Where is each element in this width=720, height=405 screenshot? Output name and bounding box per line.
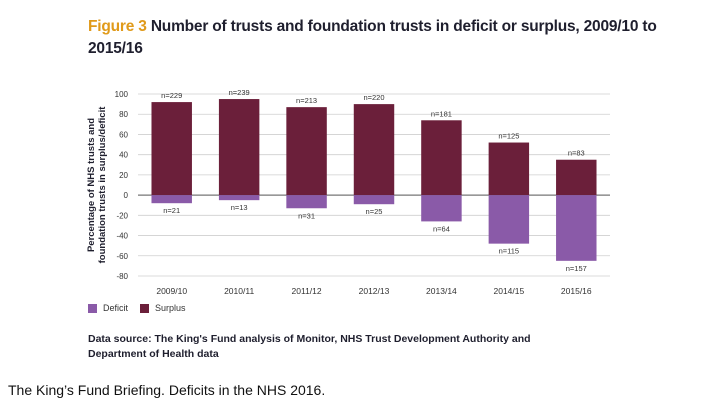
deficit-bar	[488, 195, 530, 244]
deficit-bar	[556, 195, 597, 261]
figure-title: Figure 3 Number of trusts and foundation…	[88, 16, 688, 60]
y-tick-label: 80	[119, 110, 128, 119]
y-axis-label: Percentage of NHS trusts andfoundation t…	[86, 106, 108, 264]
surplus-bar	[218, 99, 260, 196]
surplus-bar	[286, 107, 327, 196]
y-tick-label: 0	[124, 191, 129, 200]
surplus-count-label: n=220	[363, 93, 384, 102]
deficit-count-label: n=21	[163, 206, 180, 215]
y-tick-label: -40	[116, 232, 128, 241]
surplus-bar	[556, 159, 597, 196]
x-tick-label: 2015/16	[561, 286, 592, 296]
deficit-bar	[353, 195, 395, 205]
x-tick-label: 2010/11	[224, 286, 254, 296]
bar-chart: Percentage of NHS trusts andfoundation t…	[86, 88, 610, 296]
legend: Deficit Surplus	[88, 303, 198, 313]
figure-label: Figure 3	[88, 18, 147, 35]
surplus-bar	[151, 102, 192, 196]
deficit-bar	[218, 195, 260, 201]
x-tick-label: 2012/13	[359, 286, 390, 296]
surplus-bar	[421, 120, 462, 196]
y-tick-label: -20	[116, 211, 128, 220]
surplus-count-label: n=239	[229, 88, 250, 97]
figure-title-text: Number of trusts and foundation trusts i…	[88, 18, 657, 57]
surplus-count-label: n=125	[498, 132, 519, 141]
x-tick-label: 2009/10	[156, 286, 187, 296]
y-tick-label: 40	[119, 151, 128, 160]
x-tick-label: 2011/12	[292, 286, 322, 296]
y-tick-label: -80	[116, 272, 128, 281]
deficit-count-label: n=13	[231, 203, 248, 212]
deficit-bar	[151, 195, 192, 204]
y-tick-label: 60	[119, 130, 128, 139]
deficit-bar	[421, 195, 462, 222]
y-tick-label: 100	[115, 90, 129, 99]
deficit-count-label: n=64	[433, 224, 450, 233]
legend-label-deficit: Deficit	[103, 303, 129, 313]
deficit-count-label: n=31	[298, 211, 315, 220]
caption: The King’s Fund Briefing. Deficits in th…	[8, 382, 326, 398]
legend-swatch-deficit	[88, 303, 97, 313]
deficit-count-label: n=157	[566, 264, 587, 273]
surplus-count-label: n=181	[431, 109, 452, 118]
legend-item-deficit: Deficit	[88, 303, 128, 313]
legend-label-surplus: Surplus	[155, 303, 186, 313]
surplus-count-label: n=83	[568, 149, 585, 158]
surplus-bar	[353, 104, 395, 196]
legend-item-surplus: Surplus	[140, 303, 186, 313]
x-tick-label: 2014/15	[493, 286, 524, 296]
deficit-count-label: n=25	[366, 207, 383, 216]
x-tick-label: 2013/14	[426, 286, 457, 296]
surplus-count-label: n=213	[296, 96, 317, 105]
legend-swatch-surplus	[140, 303, 150, 313]
y-tick-label: -60	[116, 252, 128, 261]
data-source: Data source: The King's Fund analysis of…	[88, 333, 531, 360]
y-tick-label: 20	[119, 171, 128, 180]
surplus-count-label: n=229	[161, 91, 182, 100]
surplus-bar	[488, 142, 530, 196]
deficit-count-label: n=115	[499, 247, 520, 256]
deficit-bar	[286, 195, 327, 209]
